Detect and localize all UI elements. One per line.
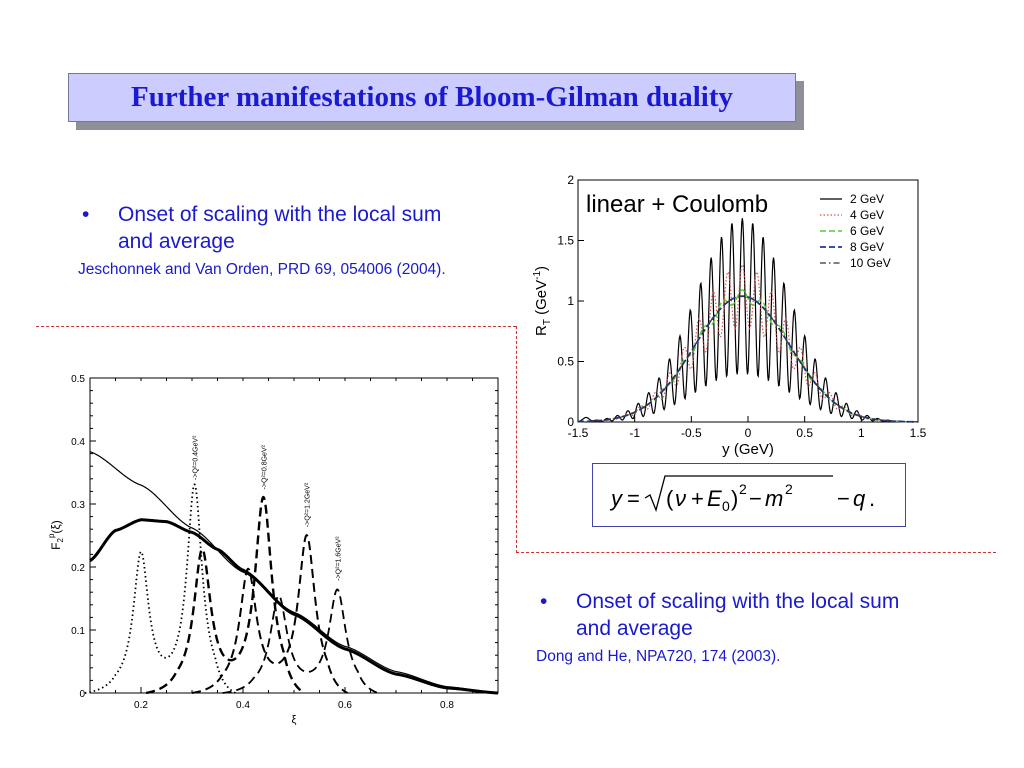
formula-plus: + <box>691 486 704 511</box>
rt-xlabel: y (GeV) <box>722 441 774 458</box>
bullet-marker: • <box>540 590 548 613</box>
formula-svg: y = ( ν + E 0 ) 2 − m 2 − q . <box>609 475 875 514</box>
f2-plot-frame <box>89 377 499 694</box>
f2-ytick-label: 0.4 <box>71 437 85 448</box>
reference-left-text: Jeschonnek and Van Orden, PRD 69, 054006… <box>78 261 446 278</box>
f2-curve-thick <box>89 518 499 695</box>
reference-right: Dong and He, NPA720, 174 (2003). <box>536 646 956 668</box>
bullet-marker: • <box>82 203 90 226</box>
rt-ylabel: RT (GeV-1) <box>532 266 553 336</box>
paren-close: ) <box>731 486 738 511</box>
f2-ytick-label: 0.3 <box>71 500 85 511</box>
rt-annotation: linear + Coulomb <box>586 191 768 218</box>
title-box: Further manifestations of Bloom-Gilman d… <box>68 73 796 122</box>
rt-ylabel-exp: -1 <box>532 271 543 280</box>
f2-curve-thin <box>89 451 499 694</box>
rt-legend-label: 4 GeV <box>850 208 884 222</box>
formula-box: y = ( ν + E 0 ) 2 − m 2 − q . <box>592 463 906 527</box>
formula-E: E <box>707 486 722 511</box>
f2-annotation: ->Q²=1.6GeV² <box>335 536 342 581</box>
rt-series-2gev <box>577 218 919 423</box>
rt-ytick-label: 0 <box>567 415 574 429</box>
f2-ytick-label: 0.1 <box>71 626 85 637</box>
rt-ytick-label: 1.5 <box>557 234 574 248</box>
rt-xtick-label: 1 <box>858 426 865 440</box>
f2-xtick-label: 0.6 <box>338 700 352 711</box>
formula-sq2: 2 <box>785 481 793 497</box>
reference-left: Jeschonnek and Van Orden, PRD 69, 054006… <box>78 259 498 281</box>
rt-xtick-label: 1.5 <box>910 426 927 440</box>
sqrt-sign <box>644 475 833 513</box>
bullet-right-text: Onset of scaling with the local sum and … <box>576 590 900 640</box>
f2-ylabel-main: F <box>49 542 63 549</box>
rt-ylabel-close: ) <box>533 266 550 271</box>
rt-xtick-label: -1.5 <box>568 426 589 440</box>
f2-ylabel-sub: 2 <box>56 537 65 542</box>
rt-ylabel-main: R <box>533 325 550 336</box>
f2-ytick-label: 0.5 <box>71 374 85 385</box>
rt-series-6gev <box>577 289 919 423</box>
f2-annotation: ->Q²=0.8GeV² <box>261 444 268 489</box>
formula-nu: ν <box>675 486 686 511</box>
rt-xtick-label: 0.5 <box>796 426 813 440</box>
f2-ytick-label: 0.2 <box>71 563 85 574</box>
rt-chart: -1.5 -1 -0.5 0 0.5 1 1.5 0 0.5 1 1.5 2 linear + Cou… <box>532 173 927 458</box>
formula-eq: = <box>627 486 640 511</box>
f2-xtick-label: 0.2 <box>134 700 148 711</box>
f2-ylabel: F2p(ξ) <box>47 520 65 550</box>
reference-right-text: Dong and He, NPA720, 174 (2003). <box>536 648 781 665</box>
rt-ytick-label: 1 <box>567 294 574 308</box>
rt-legend-label: 8 GeV <box>850 240 884 254</box>
rt-ytick-label: 2 <box>567 173 574 187</box>
rt-ylabel-sub: T <box>542 319 553 325</box>
rt-series-10gev <box>577 295 919 423</box>
bullet-right: • Onset of scaling with the local sum an… <box>536 588 956 668</box>
f2-ylabel-rest: (ξ) <box>49 520 63 533</box>
rt-legend-label: 10 GeV <box>850 256 891 270</box>
rt-ytick-label: 0.5 <box>557 355 574 369</box>
f2-annotation: ->Q²=1.2GeV² <box>305 482 312 527</box>
divider-vertical <box>516 326 517 553</box>
f2-annotation: ->Q²=0.4GeV² <box>193 435 200 480</box>
rt-xtick-label: -0.5 <box>681 426 702 440</box>
f2-xlabel: ξ <box>292 714 297 726</box>
f2-resonance-dashed_q16 <box>222 588 379 694</box>
f2-resonance-dashed_q08 <box>145 495 305 695</box>
f2-resonance-dotted_q04 <box>84 483 236 694</box>
formula-q: q <box>853 486 866 511</box>
f2-ytick-label: 0 <box>79 689 85 700</box>
rt-series-4gev <box>577 263 919 423</box>
divider-lower <box>516 552 996 553</box>
f2-chart: 0.2 0.4 0.6 0.8 0 0.1 0.2 0.3 0.4 0.5 ->Q²=0.4GeV… <box>47 374 499 726</box>
rt-legend-label: 6 GeV <box>850 224 884 238</box>
f2-resonance-dashed_q12 <box>191 533 349 694</box>
divider-upper <box>36 326 516 327</box>
f2-xtick-label: 0.8 <box>440 700 454 711</box>
formula-minus2: − <box>837 486 850 511</box>
formula-m: m <box>765 486 783 511</box>
f2-xtick-label: 0.4 <box>236 700 250 711</box>
formula-sq1: 2 <box>739 481 747 497</box>
formula-period: . <box>869 486 875 511</box>
formula-zero: 0 <box>722 498 730 514</box>
rt-legend-label: 2 GeV <box>850 192 884 206</box>
f2-ylabel-sup: p <box>47 533 56 538</box>
formula-minus: − <box>749 486 762 511</box>
bullet-left-text: Onset of scaling with the local sum and … <box>118 203 442 253</box>
rt-xtick-label: 0 <box>745 426 752 440</box>
formula-y: y <box>609 486 624 511</box>
rt-ylabel-rest: (GeV <box>533 280 550 319</box>
rt-xtick-label: -1 <box>629 426 640 440</box>
bullet-left: • Onset of scaling with the local sum an… <box>78 201 498 281</box>
paren-open: ( <box>666 486 674 511</box>
slide-title: Further manifestations of Bloom-Gilman d… <box>130 81 734 113</box>
